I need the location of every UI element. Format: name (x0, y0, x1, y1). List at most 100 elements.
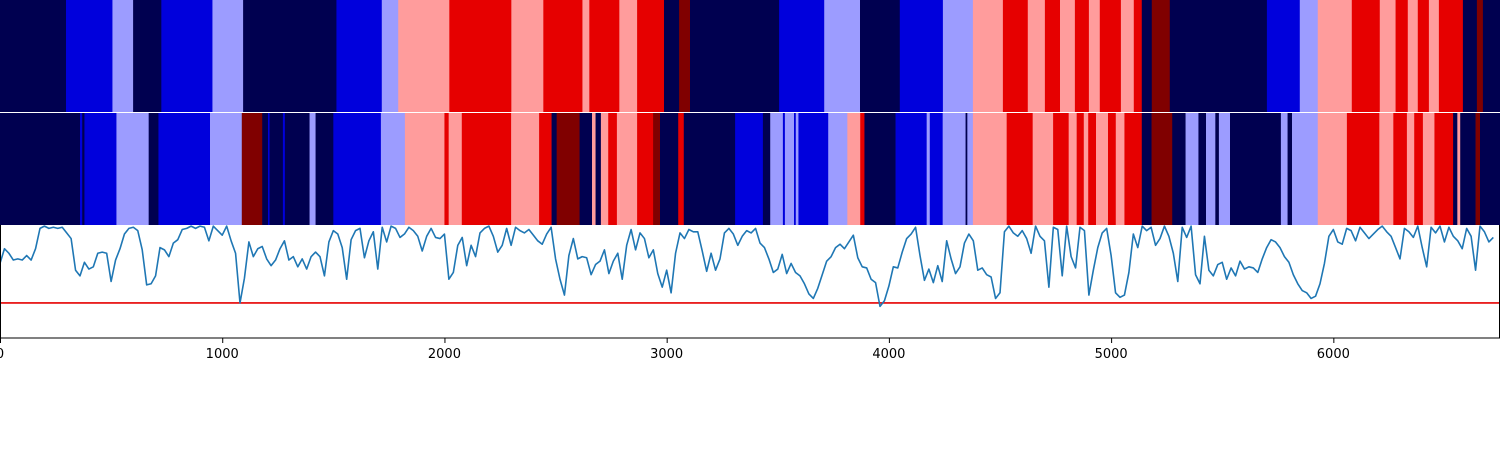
segment-2-9 (262, 113, 269, 225)
segment-2-17 (380, 113, 406, 225)
segment-2-36 (683, 113, 736, 225)
segment-1-11 (511, 0, 544, 112)
segment-2-2 (82, 113, 85, 225)
segment-2-44 (798, 113, 829, 225)
segment-1-19 (690, 0, 780, 112)
segment-2-81 (1379, 113, 1394, 225)
segment-1-26 (1002, 0, 1029, 112)
segment-2-52 (942, 113, 966, 225)
segment-1-2 (112, 0, 134, 112)
segment-2-1 (80, 113, 83, 225)
segment-1-18 (679, 0, 691, 112)
segment-1-43 (1395, 0, 1409, 112)
segment-2-0 (0, 113, 81, 225)
segment-1-23 (899, 0, 944, 112)
segment-2-50 (926, 113, 931, 225)
segment-2-83 (1406, 113, 1415, 225)
segment-2-48 (864, 113, 896, 225)
segment-1-20 (779, 0, 825, 112)
segment-2-60 (1076, 113, 1085, 225)
segment-1-32 (1099, 0, 1122, 112)
segment-1-38 (1266, 0, 1301, 112)
segment-2-74 (1218, 113, 1231, 225)
segment-2-30 (608, 113, 618, 225)
segment-2-59 (1068, 113, 1078, 225)
segment-2-16 (333, 113, 382, 225)
segment-2-72 (1206, 113, 1216, 225)
segment-2-78 (1292, 113, 1319, 225)
segment-1-30 (1074, 0, 1090, 112)
segment-2-22 (511, 113, 540, 225)
segment-2-42 (794, 113, 797, 225)
segment-2-57 (1032, 113, 1054, 225)
segment-2-80 (1346, 113, 1380, 225)
segment-1-22 (860, 0, 901, 112)
segment-2-55 (972, 113, 1008, 225)
segment-1-4 (161, 0, 213, 112)
segment-1-42 (1379, 0, 1396, 112)
segment-1-47 (1438, 0, 1464, 112)
segment-2-39 (770, 113, 784, 225)
segment-2-51 (929, 113, 944, 225)
segment-2-32 (637, 113, 654, 225)
segment-1-29 (1060, 0, 1076, 112)
segment-2-43 (795, 113, 799, 225)
segment-1-7 (336, 0, 383, 112)
segment-2-29 (600, 113, 609, 225)
segment-1-24 (942, 0, 974, 112)
segment-2-67 (1141, 113, 1152, 225)
segment-1-41 (1351, 0, 1381, 112)
segment-1-15 (619, 0, 638, 112)
segment-1-34 (1133, 0, 1143, 112)
segment-2-37 (735, 113, 764, 225)
segment-2-28 (595, 113, 602, 225)
segment-2-54 (967, 113, 974, 225)
segment-1-17 (664, 0, 680, 112)
segment-1-1 (66, 0, 113, 112)
segment-1-37 (1169, 0, 1268, 112)
segment-1-13 (582, 0, 590, 112)
segment-1-10 (449, 0, 512, 112)
x-axis: 0 1000 2000 3000 4000 5000 6000 (0, 338, 1350, 362)
segment-row-top (0, 0, 1500, 112)
segment-2-77 (1287, 113, 1293, 225)
segment-1-16 (637, 0, 665, 112)
segment-2-46 (847, 113, 861, 225)
segment-1-45 (1417, 0, 1430, 112)
segment-2-14 (309, 113, 316, 225)
x-tick-label-6: 6000 (1317, 347, 1350, 362)
segment-2-79 (1317, 113, 1348, 225)
segment-2-24 (551, 113, 558, 225)
segment-2-6 (158, 113, 211, 225)
segment-2-45 (828, 113, 848, 225)
segment-1-36 (1151, 0, 1171, 112)
segment-1-12 (543, 0, 583, 112)
segment-2-56 (1006, 113, 1034, 225)
segment-2-63 (1096, 113, 1109, 225)
segment-2-73 (1215, 113, 1220, 225)
x-tick-label-0: 0 (0, 347, 4, 362)
segment-2-41 (784, 113, 795, 225)
segment-2-38 (762, 113, 771, 225)
segment-2-85 (1422, 113, 1435, 225)
segment-2-35 (678, 113, 685, 225)
segment-1-9 (398, 0, 450, 112)
segment-2-33 (653, 113, 661, 225)
segment-1-49 (1476, 0, 1484, 112)
segment-1-8 (381, 0, 399, 112)
segment-2-27 (592, 113, 596, 225)
segment-1-6 (243, 0, 337, 112)
segment-2-88 (1457, 113, 1461, 225)
segment-1-31 (1088, 0, 1101, 112)
segment-2-31 (616, 113, 638, 225)
segment-1-14 (589, 0, 620, 112)
x-tick-label-1: 1000 (206, 347, 239, 362)
segment-1-46 (1428, 0, 1440, 112)
segment-2-66 (1124, 113, 1143, 225)
segment-2-4 (116, 113, 150, 225)
segment-2-86 (1434, 113, 1454, 225)
segment-1-28 (1044, 0, 1061, 112)
series-line (0, 225, 1494, 308)
segment-1-35 (1141, 0, 1153, 112)
segment-2-61 (1083, 113, 1089, 225)
